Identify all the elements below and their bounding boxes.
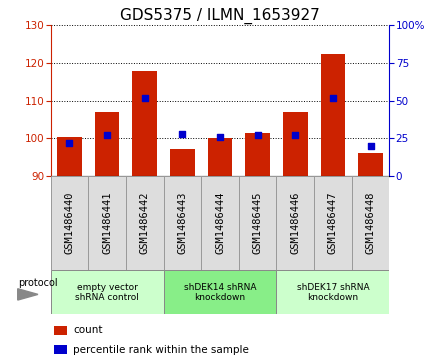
Text: count: count (73, 325, 103, 335)
Polygon shape (18, 289, 38, 300)
Bar (164, 176, 201, 270)
Point (254, 132, 261, 138)
Bar (276, 270, 389, 314)
Text: GSM1486443: GSM1486443 (177, 192, 187, 254)
Text: empty vector
shRNA control: empty vector shRNA control (75, 282, 139, 302)
Text: GSM1486448: GSM1486448 (366, 192, 376, 254)
Point (103, 132, 110, 138)
Text: GSM1486440: GSM1486440 (64, 192, 74, 254)
Point (367, 143, 374, 149)
Bar (88, 176, 126, 270)
Bar (321, 54, 345, 176)
Title: GDS5375 / ILMN_1653927: GDS5375 / ILMN_1653927 (120, 8, 320, 24)
Bar (208, 138, 232, 176)
Text: GSM1486441: GSM1486441 (102, 192, 112, 254)
Point (179, 131, 186, 137)
Text: shDEK14 shRNA
knockdown: shDEK14 shRNA knockdown (184, 282, 256, 302)
Text: shDEK17 shRNA
knockdown: shDEK17 shRNA knockdown (297, 282, 369, 302)
Bar (132, 70, 157, 176)
Bar (54, 326, 67, 335)
Point (292, 132, 299, 138)
Bar (246, 134, 270, 176)
Bar (239, 176, 276, 270)
Bar (314, 176, 352, 270)
Text: GSM1486442: GSM1486442 (140, 192, 150, 254)
Bar (54, 345, 67, 354)
Bar (95, 112, 119, 176)
Bar (170, 148, 194, 176)
Bar (283, 112, 308, 176)
Point (141, 95, 148, 101)
Text: GSM1486444: GSM1486444 (215, 192, 225, 254)
Bar (51, 270, 164, 314)
Point (330, 95, 337, 101)
Text: GSM1486446: GSM1486446 (290, 192, 300, 254)
Bar (276, 176, 314, 270)
Text: GSM1486445: GSM1486445 (253, 192, 263, 254)
Bar (352, 176, 389, 270)
Bar (201, 176, 239, 270)
Point (216, 134, 224, 140)
Bar (51, 176, 88, 270)
Text: GSM1486447: GSM1486447 (328, 192, 338, 254)
Bar (57, 137, 82, 176)
Bar (358, 153, 383, 176)
Point (66, 140, 73, 146)
Text: percentile rank within the sample: percentile rank within the sample (73, 345, 249, 355)
Bar (126, 176, 164, 270)
Bar (164, 270, 276, 314)
Text: protocol: protocol (18, 278, 57, 287)
